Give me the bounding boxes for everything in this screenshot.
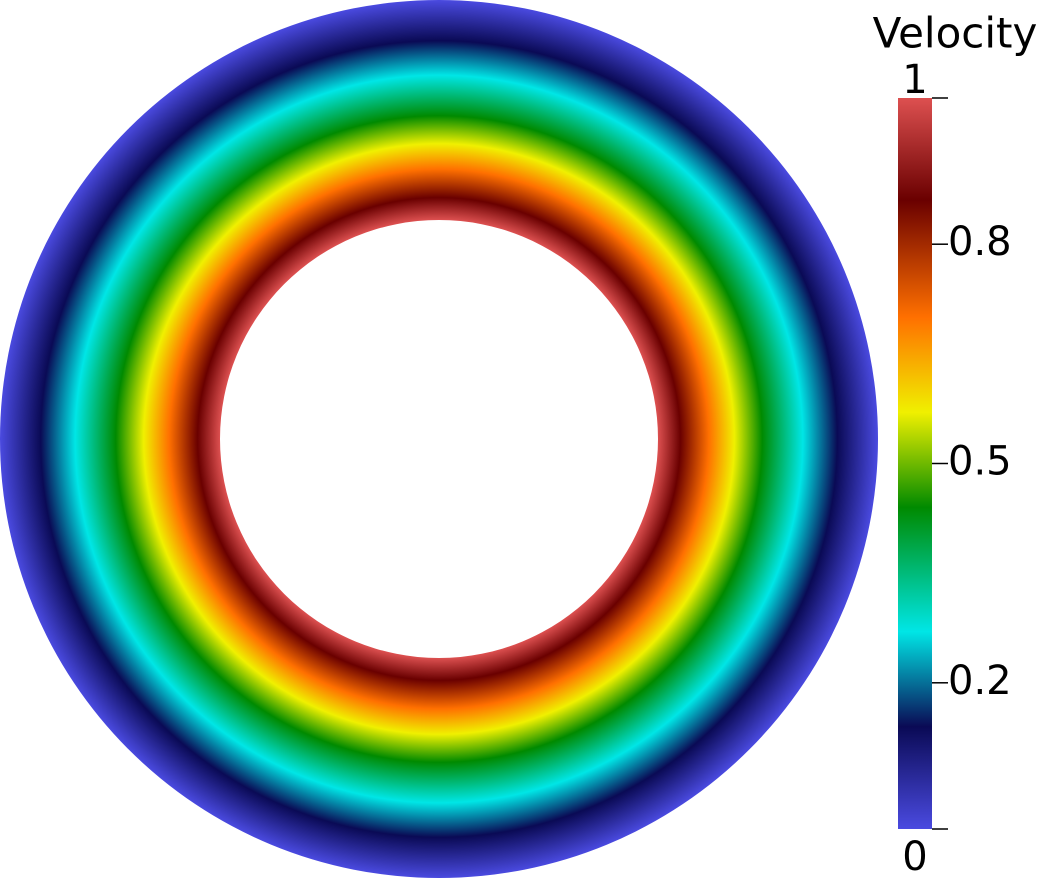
colorbar-tick-label: 0.8 xyxy=(948,219,1012,265)
colorbar-tick-label: 0.2 xyxy=(948,658,1012,704)
colorbar-tick-label: 0.5 xyxy=(948,439,1012,485)
colorbar-title: Velocity xyxy=(873,9,1038,58)
colorbar-tick-label: 0 xyxy=(902,834,927,879)
colorbar xyxy=(898,98,932,829)
annulus-field xyxy=(0,0,878,878)
colorbar-tick-label: 1 xyxy=(902,57,927,103)
